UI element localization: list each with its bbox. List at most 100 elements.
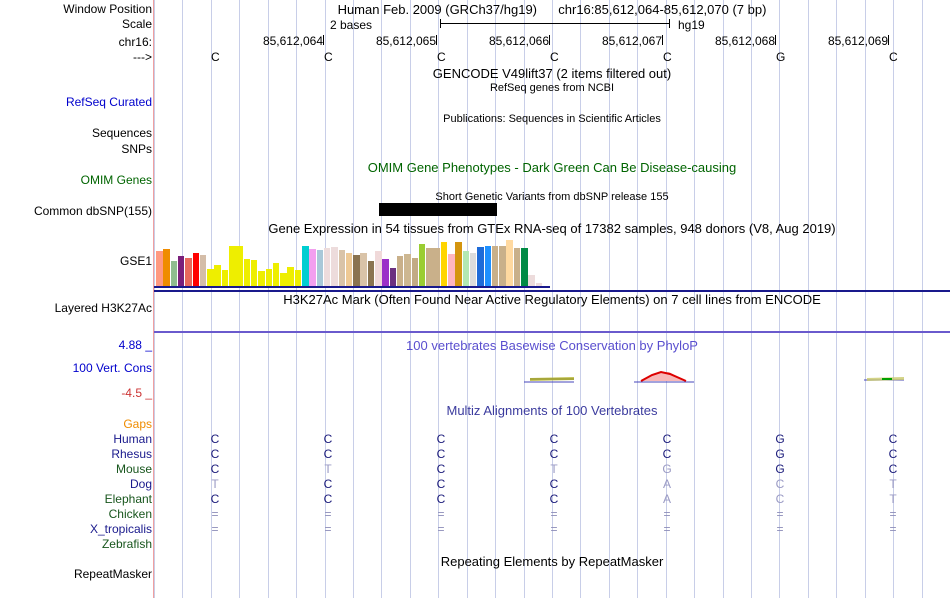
ruler-tick	[775, 35, 776, 45]
gtex-tissue-bar[interactable]	[528, 275, 535, 286]
gtex-tissue-bar[interactable]	[367, 261, 375, 286]
gtex-baseline	[154, 286, 551, 288]
gtex-tissue-bar[interactable]	[499, 246, 506, 286]
multiz-base: =	[211, 522, 219, 536]
label-species-zebrafish[interactable]: Zebrafish	[101, 537, 152, 551]
ruler-tick	[323, 35, 324, 45]
gtex-tissue-bar[interactable]	[214, 265, 221, 286]
label-sequences[interactable]: Sequences	[91, 126, 152, 140]
label-refseq-curated[interactable]: RefSeq Curated	[65, 95, 152, 109]
phylop-conservation-track[interactable]	[154, 355, 950, 400]
gtex-tissue-bar[interactable]	[265, 269, 273, 286]
gtex-tissue-bar[interactable]	[221, 270, 229, 286]
multiz-base: C	[210, 447, 220, 461]
gtex-tissue-bar[interactable]	[170, 261, 178, 286]
gtex-tissue-bar[interactable]	[163, 249, 170, 286]
gtex-tissue-bar[interactable]	[199, 255, 207, 286]
gtex-tissue-bar[interactable]	[375, 251, 382, 286]
assembly-db-label: hg19	[678, 18, 705, 32]
multiz-base: C	[549, 432, 559, 446]
gtex-tissue-bar[interactable]	[309, 249, 316, 286]
gtex-tissue-bar[interactable]	[207, 269, 214, 286]
gtex-tissue-bar[interactable]	[316, 250, 324, 286]
gtex-tissue-bar[interactable]	[477, 247, 484, 286]
multiz-base: =	[437, 507, 445, 521]
track-title-dbsnp: Short Genetic Variants from dbSNP releas…	[435, 191, 669, 203]
multiz-base: C	[436, 462, 446, 476]
multiz-species-row: = = = = = = =	[154, 523, 950, 536]
gtex-tissue-bar[interactable]	[513, 248, 521, 286]
gtex-tissue-bar[interactable]	[484, 246, 492, 286]
gtex-tissue-bar[interactable]	[382, 259, 389, 286]
gtex-tissue-bar[interactable]	[353, 255, 360, 286]
gtex-tissue-bar[interactable]	[185, 258, 192, 286]
gtex-tissue-bar[interactable]	[177, 256, 185, 286]
multiz-base: C	[775, 477, 785, 491]
gtex-tissue-bar[interactable]	[302, 246, 309, 286]
gtex-tissue-bar[interactable]	[243, 259, 251, 286]
gtex-tissue-bar[interactable]	[389, 268, 397, 286]
label-gse1[interactable]: GSE1	[119, 254, 152, 268]
gtex-tissue-bar[interactable]	[455, 242, 462, 286]
label-gaps: Gaps	[123, 417, 152, 431]
label-omim-genes[interactable]: OMIM Genes	[80, 173, 152, 187]
label-species-elephant[interactable]: Elephant	[104, 492, 152, 506]
gtex-tissue-bar[interactable]	[404, 254, 411, 286]
dbsnp-variant-block[interactable]	[379, 203, 497, 216]
gtex-tissue-bar[interactable]	[338, 250, 346, 286]
gtex-tissue-bar[interactable]	[345, 253, 353, 286]
gtex-tissue-bar[interactable]	[331, 247, 338, 286]
label-species-x-tropicalis[interactable]: X_tropicalis	[89, 522, 152, 536]
multiz-base: =	[324, 507, 332, 521]
gtex-tissue-bar[interactable]	[491, 246, 499, 286]
multiz-base: A	[662, 492, 672, 506]
label-layered-h3k27ac[interactable]: Layered H3K27Ac	[54, 301, 152, 315]
gtex-tissue-bar[interactable]	[229, 246, 236, 286]
multiz-base: G	[775, 462, 785, 476]
label-window-position: Window Position	[63, 2, 152, 16]
gtex-tissue-bar[interactable]	[521, 248, 528, 286]
label-repeatmasker[interactable]: RepeatMasker	[73, 567, 152, 581]
gtex-tissue-bar[interactable]	[236, 246, 243, 286]
track-title-h3k27ac: H3K27Ac Mark (Often Found Near Active Re…	[283, 292, 821, 307]
gtex-tissue-bar[interactable]	[272, 263, 280, 286]
gtex-tissue-bar[interactable]	[411, 258, 419, 286]
gtex-tissue-bar[interactable]	[535, 283, 543, 286]
gtex-tissue-bar[interactable]	[440, 242, 448, 286]
gtex-tissue-bar[interactable]	[462, 251, 470, 286]
gtex-tissue-bar[interactable]	[506, 240, 513, 286]
gtex-tissue-bar[interactable]	[469, 253, 477, 286]
gtex-tissue-bar[interactable]	[433, 248, 440, 286]
label-species-rhesus[interactable]: Rhesus	[111, 447, 152, 461]
multiz-base: C	[436, 447, 446, 461]
track-title-refseq-ncbi: RefSeq genes from NCBI	[489, 82, 615, 94]
gtex-tissue-bar[interactable]	[396, 256, 404, 286]
gtex-tissue-bar[interactable]	[287, 267, 294, 286]
reference-base: C	[211, 50, 220, 64]
multiz-base: =	[437, 522, 445, 536]
gtex-tissue-bar[interactable]	[360, 253, 367, 286]
coordinate-ruler[interactable]: 85,612,064 85,612,065 85,612,066 85,612,067…	[154, 34, 950, 48]
multiz-base: T	[211, 477, 219, 491]
gtex-tissue-bar[interactable]	[280, 273, 287, 286]
gtex-expression-barchart[interactable]	[154, 238, 950, 288]
label-species-human[interactable]: Human	[113, 432, 152, 446]
gtex-tissue-bar[interactable]	[323, 248, 331, 286]
gtex-tissue-bar[interactable]	[192, 253, 200, 286]
gtex-tissue-bar[interactable]	[258, 271, 265, 286]
reference-base: C	[663, 50, 672, 64]
cons-min-label: -4.5 _	[121, 386, 152, 400]
label-common-dbsnp[interactable]: Common dbSNP(155)	[33, 204, 152, 218]
label-snps[interactable]: SNPs	[121, 142, 152, 156]
gtex-tissue-bar[interactable]	[448, 254, 455, 286]
left-edge-rule	[153, 0, 154, 598]
gtex-tissue-bar[interactable]	[294, 270, 302, 286]
label-species-mouse[interactable]: Mouse	[115, 462, 152, 476]
gtex-tissue-bar[interactable]	[156, 251, 163, 286]
label-100-vert-cons[interactable]: 100 Vert. Cons	[72, 361, 152, 375]
gtex-tissue-bar[interactable]	[426, 248, 433, 286]
label-species-chicken[interactable]: Chicken	[108, 507, 152, 521]
label-species-dog[interactable]: Dog	[129, 477, 152, 491]
gtex-tissue-bar[interactable]	[250, 260, 258, 286]
gtex-tissue-bar[interactable]	[418, 244, 426, 286]
